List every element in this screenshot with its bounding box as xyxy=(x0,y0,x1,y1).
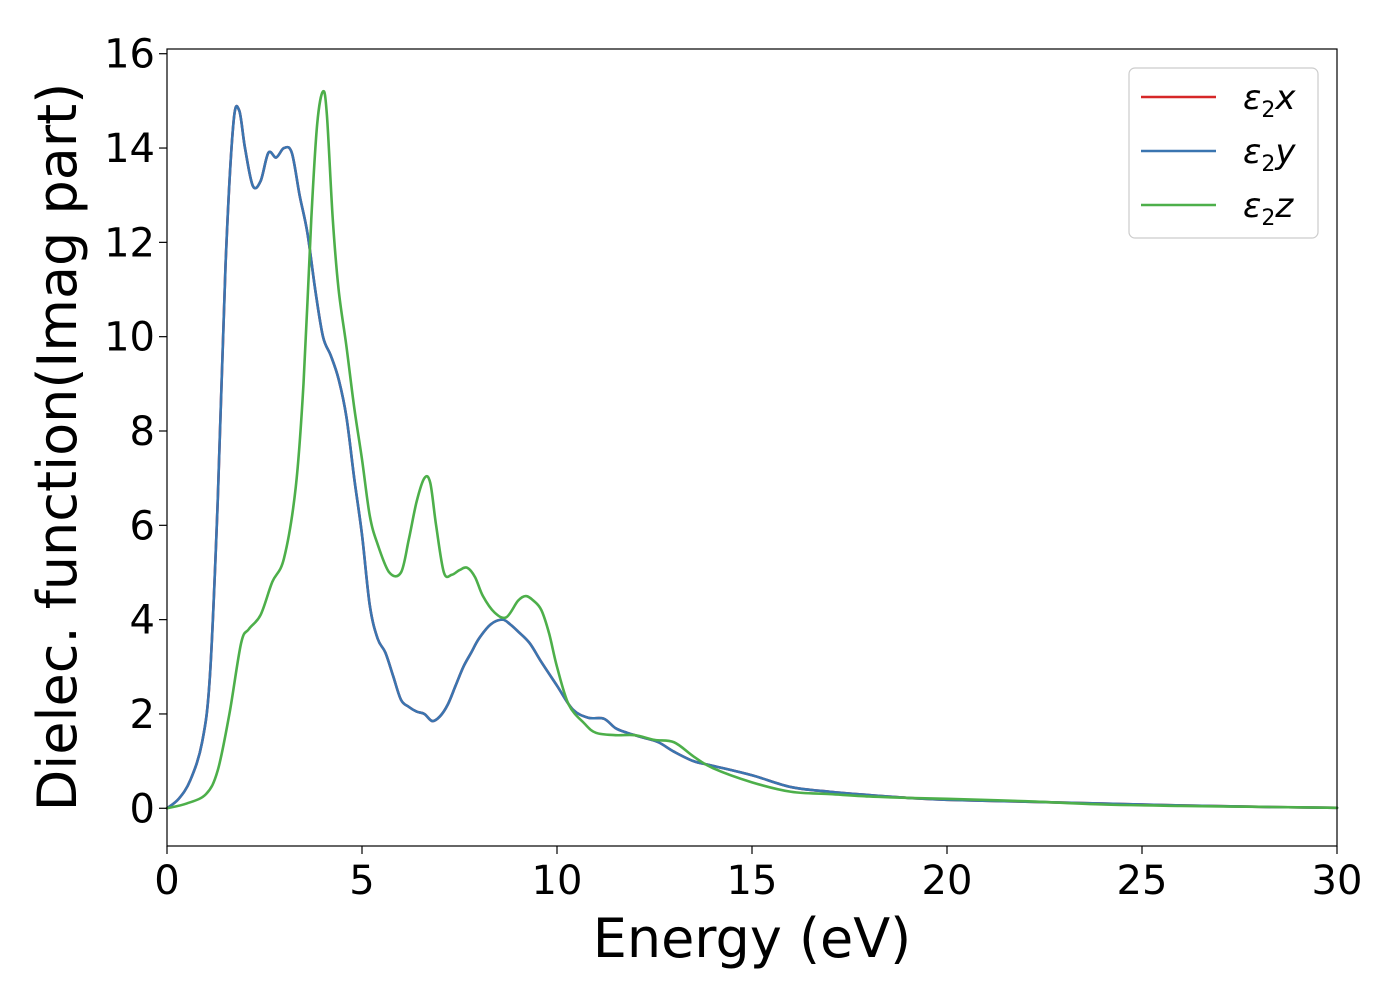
x-tick-label: 0 xyxy=(154,858,179,904)
x-axis-label: Energy (eV) xyxy=(593,907,912,970)
y-tick-label: 10 xyxy=(104,315,155,361)
x-tick-label: 20 xyxy=(922,858,973,904)
legend-box xyxy=(1128,67,1319,239)
y-axis: 0 2 4 6 8 10 12 14 16 xyxy=(104,32,167,832)
legend-label-2: ε2y xyxy=(1243,132,1296,177)
x-axis: 0 5 10 15 20 25 30 xyxy=(154,846,1362,904)
x-tick-label: 5 xyxy=(349,858,374,904)
y-axis-label: Dielec. function(Imag part) xyxy=(26,83,89,812)
y-tick-label: 8 xyxy=(130,409,155,455)
series-lines xyxy=(165,89,1339,810)
series-line-2 xyxy=(165,104,1339,810)
y-tick-label: 6 xyxy=(130,503,155,549)
x-tick-label: 15 xyxy=(727,858,778,904)
y-tick-label: 4 xyxy=(130,598,155,644)
y-tick-label: 2 xyxy=(130,692,155,738)
y-tick-label: 14 xyxy=(104,126,155,172)
x-tick-label: 25 xyxy=(1117,858,1168,904)
legend-label-3: ε2z xyxy=(1243,186,1294,231)
y-tick-label: 16 xyxy=(104,32,155,78)
y-tick-label: 12 xyxy=(104,220,155,266)
x-tick-label: 30 xyxy=(1312,858,1363,904)
legend-label-1: ε2x xyxy=(1243,78,1296,123)
legend: ε2x ε2y ε2z xyxy=(1128,67,1319,239)
x-tick-label: 10 xyxy=(532,858,583,904)
series-line-3 xyxy=(165,89,1339,810)
y-tick-label: 0 xyxy=(130,786,155,832)
